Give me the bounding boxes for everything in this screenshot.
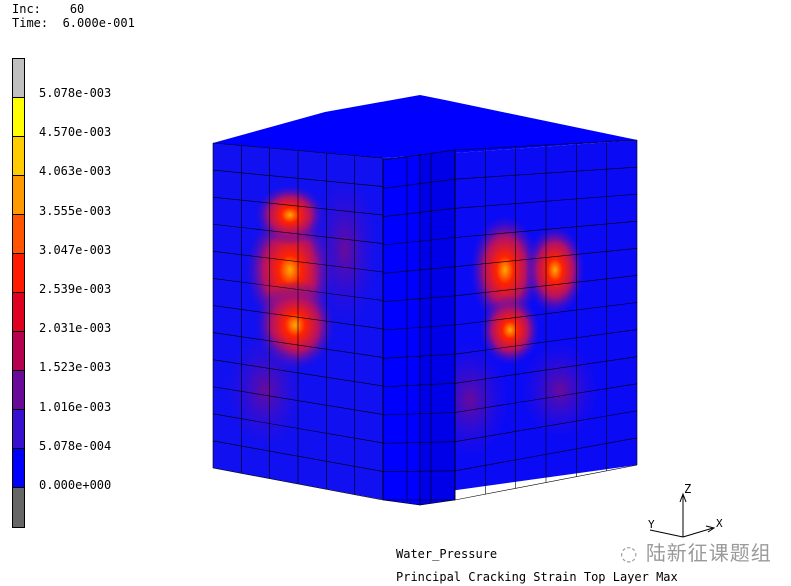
wechat-icon: ◌ [620, 541, 639, 565]
legend-swatch [13, 448, 24, 488]
legend-label: 1.523e-003 [39, 360, 112, 375]
legend-swatch [13, 175, 24, 215]
model-mesh [212, 95, 638, 506]
legend-swatch [13, 97, 24, 137]
legend-label: 3.555e-003 [39, 203, 112, 218]
load-case-label: Water_Pressure [396, 547, 498, 561]
front-column-side [419, 149, 456, 506]
mesh-grid [212, 139, 638, 504]
legend-label: 0.000e+000 [39, 478, 112, 492]
legend-swatch [13, 487, 24, 527]
inc-value: 60 [69, 2, 85, 16]
axis-z-label: Z [684, 482, 691, 496]
legend-swatch [13, 370, 24, 410]
legend-label: 5.078e-003 [39, 86, 112, 100]
legend-label: 2.539e-003 [39, 282, 112, 296]
front-column [382, 154, 421, 506]
legend-label: 5.078e-004 [39, 438, 112, 453]
legend-swatch [13, 409, 24, 449]
legend-swatch [13, 292, 24, 332]
watermark: ◌ 陆新征课题组 [620, 541, 772, 565]
legend-swatch [13, 136, 24, 176]
axis-x-label: X [716, 517, 723, 530]
time-value: 6.000e-001 [62, 16, 135, 30]
legend-label: 4.570e-003 [39, 125, 112, 140]
top-face [213, 95, 637, 158]
legend-label: 3.047e-003 [39, 242, 112, 257]
legend-swatch [13, 59, 24, 98]
legend-label: 4.063e-003 [39, 164, 112, 179]
color-legend-bar [12, 58, 25, 528]
increment-readout: Inc: 60 [12, 2, 84, 16]
axis-triad: Z Y X [648, 482, 723, 538]
time-label: Time: [12, 16, 49, 30]
legend-swatch [13, 253, 24, 293]
axis-y-label: Y [648, 518, 655, 531]
legend-label: 1.016e-003 [39, 399, 112, 414]
legend-swatch [13, 331, 24, 371]
result-label: Principal Cracking Strain Top Layer Max [396, 570, 678, 584]
inc-label: Inc: [12, 2, 41, 16]
legend-label: 2.031e-003 [39, 321, 112, 336]
time-readout: Time: 6.000e-001 [12, 16, 135, 30]
legend-swatch [13, 214, 24, 254]
